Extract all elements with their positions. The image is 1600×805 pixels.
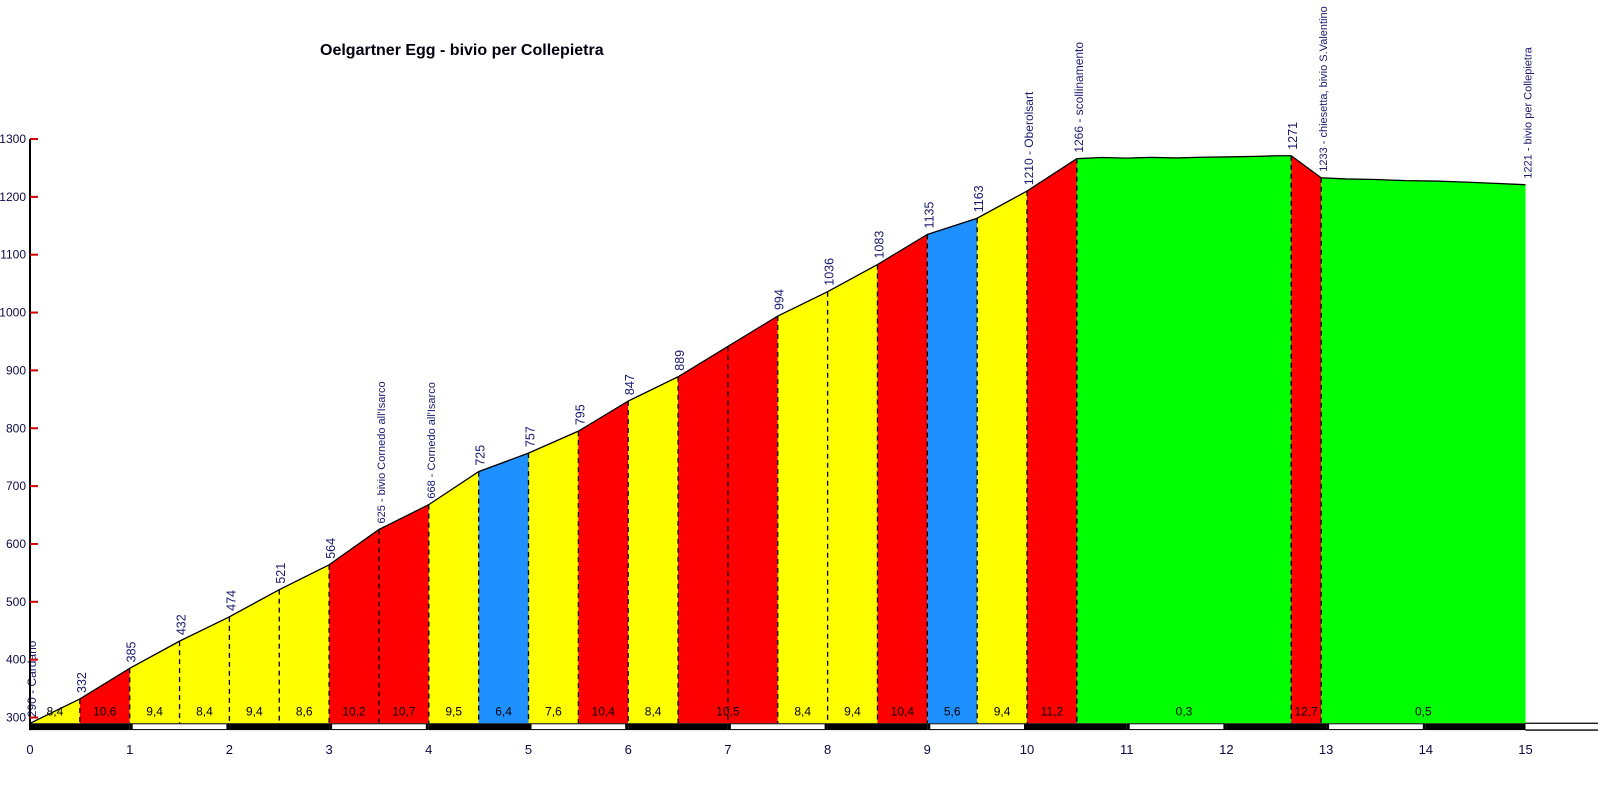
svg-text:13: 13 <box>1319 742 1333 757</box>
svg-text:9: 9 <box>924 742 931 757</box>
svg-text:521: 521 <box>274 563 288 584</box>
svg-text:8,4: 8,4 <box>47 704 64 718</box>
svg-text:795: 795 <box>573 404 587 425</box>
svg-text:8,4: 8,4 <box>645 704 662 718</box>
svg-text:500: 500 <box>6 595 26 609</box>
svg-text:1000: 1000 <box>0 306 26 320</box>
svg-text:2: 2 <box>226 742 233 757</box>
svg-text:9,5: 9,5 <box>445 704 462 718</box>
svg-text:332: 332 <box>75 672 89 693</box>
svg-text:10,6: 10,6 <box>93 704 117 718</box>
svg-text:4: 4 <box>425 742 432 757</box>
svg-text:9,4: 9,4 <box>994 704 1011 718</box>
svg-text:1083: 1083 <box>872 231 886 259</box>
svg-text:9,4: 9,4 <box>146 704 163 718</box>
svg-text:800: 800 <box>6 421 26 435</box>
svg-text:432: 432 <box>175 614 189 635</box>
svg-text:0,5: 0,5 <box>1415 704 1432 718</box>
svg-text:1266 - scollinamento: 1266 - scollinamento <box>1072 42 1086 153</box>
svg-text:10,4: 10,4 <box>891 704 915 718</box>
svg-text:10: 10 <box>1020 742 1034 757</box>
svg-text:668 - Cornedo all'Isarco: 668 - Cornedo all'Isarco <box>426 382 438 498</box>
svg-text:11: 11 <box>1120 742 1134 757</box>
svg-text:10,2: 10,2 <box>342 704 366 718</box>
svg-text:11,2: 11,2 <box>1041 704 1064 718</box>
svg-text:994: 994 <box>773 289 787 310</box>
svg-text:1036: 1036 <box>823 258 837 286</box>
svg-text:6: 6 <box>625 742 632 757</box>
svg-text:8,6: 8,6 <box>296 704 313 718</box>
svg-text:14: 14 <box>1419 742 1433 757</box>
svg-text:474: 474 <box>224 590 238 611</box>
svg-text:300: 300 <box>6 711 26 725</box>
svg-text:1: 1 <box>126 742 133 757</box>
svg-text:0: 0 <box>26 742 33 757</box>
svg-text:3: 3 <box>325 742 332 757</box>
svg-text:7: 7 <box>724 742 731 757</box>
svg-text:6,4: 6,4 <box>495 704 512 718</box>
svg-text:15: 15 <box>1518 742 1532 757</box>
svg-text:400: 400 <box>6 653 26 667</box>
svg-text:757: 757 <box>524 426 538 447</box>
svg-text:1271: 1271 <box>1286 122 1300 150</box>
svg-text:8,4: 8,4 <box>794 704 811 718</box>
svg-text:10,4: 10,4 <box>592 704 616 718</box>
svg-text:10,5: 10,5 <box>716 704 740 718</box>
svg-text:12: 12 <box>1219 742 1233 757</box>
svg-text:7,6: 7,6 <box>545 704 562 718</box>
svg-text:0,3: 0,3 <box>1176 704 1193 718</box>
svg-text:1163: 1163 <box>972 185 986 212</box>
svg-text:1200: 1200 <box>0 190 26 204</box>
svg-text:1300: 1300 <box>0 132 26 146</box>
svg-text:900: 900 <box>6 363 26 377</box>
svg-text:10,7: 10,7 <box>392 704 416 718</box>
svg-text:1210 - Oberolsart: 1210 - Oberolsart <box>1022 91 1036 185</box>
svg-text:8,4: 8,4 <box>196 704 213 718</box>
svg-text:290 - Cardano: 290 - Cardano <box>25 640 39 717</box>
svg-text:1135: 1135 <box>922 202 936 229</box>
svg-text:1233 - chiesetta, bivio S.Vale: 1233 - chiesetta, bivio S.Valentino <box>1318 6 1330 172</box>
svg-text:385: 385 <box>125 641 139 662</box>
svg-text:847: 847 <box>623 374 637 395</box>
svg-text:600: 600 <box>6 537 26 551</box>
svg-text:1221 - bivio per Collepietra: 1221 - bivio per Collepietra <box>1523 46 1535 178</box>
svg-text:889: 889 <box>673 350 687 371</box>
svg-text:9,4: 9,4 <box>246 704 263 718</box>
svg-text:5: 5 <box>525 742 532 757</box>
svg-text:9,4: 9,4 <box>844 704 861 718</box>
svg-text:700: 700 <box>6 479 26 493</box>
svg-text:625 - bivio Cornedo all'Isarco: 625 - bivio Cornedo all'Isarco <box>376 381 388 523</box>
svg-text:8: 8 <box>824 742 831 757</box>
svg-text:725: 725 <box>474 445 488 466</box>
svg-text:564: 564 <box>324 538 338 559</box>
svg-text:12,7: 12,7 <box>1294 704 1318 718</box>
svg-text:1100: 1100 <box>0 248 26 262</box>
svg-text:5,6: 5,6 <box>944 704 961 718</box>
